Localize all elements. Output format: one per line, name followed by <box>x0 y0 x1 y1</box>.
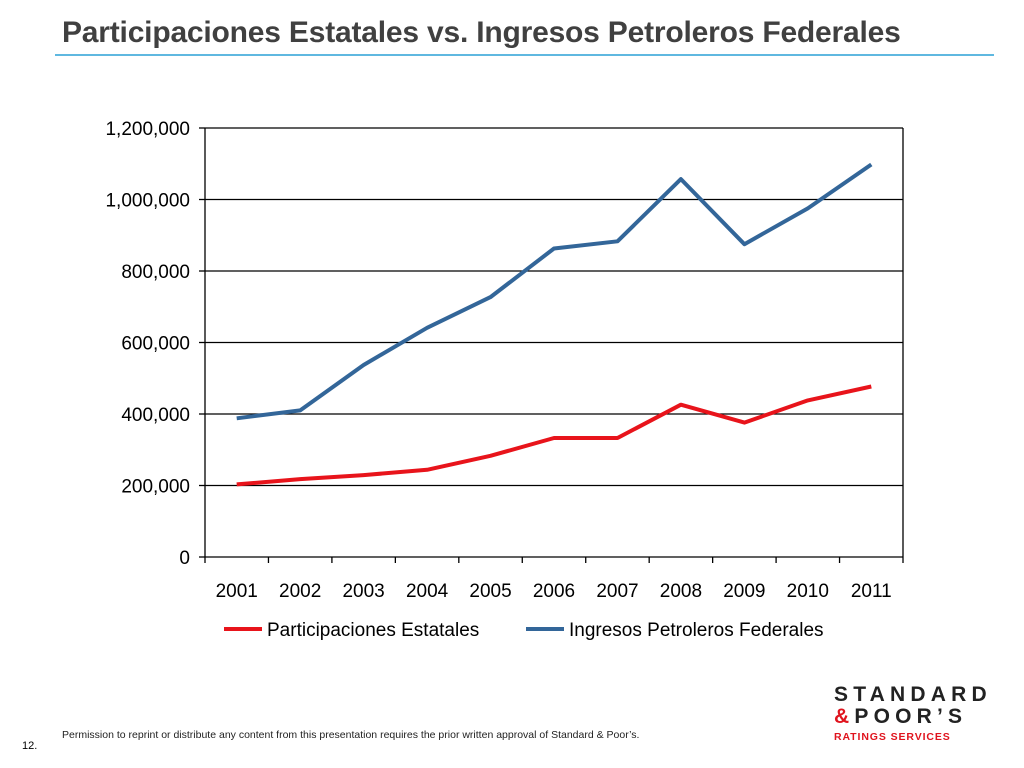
x-tick-label: 2004 <box>406 581 449 602</box>
y-tick-label: 600,000 <box>121 334 190 355</box>
series-line-1 <box>236 384 872 487</box>
slide-title: Participaciones Estatales vs. Ingresos P… <box>62 16 901 49</box>
x-tick-label: 2008 <box>660 581 702 602</box>
logo-ampersand: & <box>834 705 855 728</box>
series-line-2 <box>236 162 873 421</box>
x-tick-label: 2003 <box>342 581 384 602</box>
x-tick-label: 2006 <box>533 581 575 602</box>
x-tick-label: 2007 <box>596 581 638 602</box>
legend-label: Participaciones Estatales <box>267 620 479 641</box>
sp-ratings-logo: STANDARD &POOR’S RATINGS SERVICES <box>834 684 1004 744</box>
legend-label: Ingresos Petroleros Federales <box>569 620 824 641</box>
y-tick-label: 800,000 <box>121 262 190 283</box>
x-tick-label: 2005 <box>469 581 511 602</box>
x-tick-label: 2009 <box>723 581 765 602</box>
x-tick-label: 2011 <box>851 581 892 602</box>
logo-line-ratings: RATINGS SERVICES <box>834 731 951 743</box>
y-tick-label: 1,200,000 <box>105 119 190 140</box>
logo-line-standard: STANDARD <box>834 683 992 706</box>
title-divider <box>55 54 994 56</box>
x-tick-label: 2002 <box>279 581 321 602</box>
grid-lines <box>205 127 903 487</box>
logo-poors-text: POOR’S <box>854 705 968 728</box>
tick-labels: 0 200,000 400,000 600,000 800,000 1,000,000 1,… <box>105 119 891 602</box>
axes <box>199 127 904 563</box>
y-tick-label: 1,000,000 <box>105 191 190 212</box>
y-tick-label: 0 <box>179 548 190 569</box>
page-number: 12. <box>22 740 38 752</box>
logo-line-poors: &POOR’S <box>834 706 1004 728</box>
y-tick-label: 200,000 <box>121 477 190 498</box>
y-tick-label: 400,000 <box>121 405 190 426</box>
legend: Participaciones Estatales Ingresos Petrol… <box>224 620 824 641</box>
series-lines <box>236 162 873 487</box>
x-tick-label: 2010 <box>787 581 829 602</box>
copyright-notice: Permission to reprint or distribute any … <box>62 729 640 741</box>
x-tick-label: 2001 <box>216 581 258 602</box>
line-chart: 0 200,000 400,000 600,000 800,000 1,000,000 1,… <box>105 119 904 641</box>
